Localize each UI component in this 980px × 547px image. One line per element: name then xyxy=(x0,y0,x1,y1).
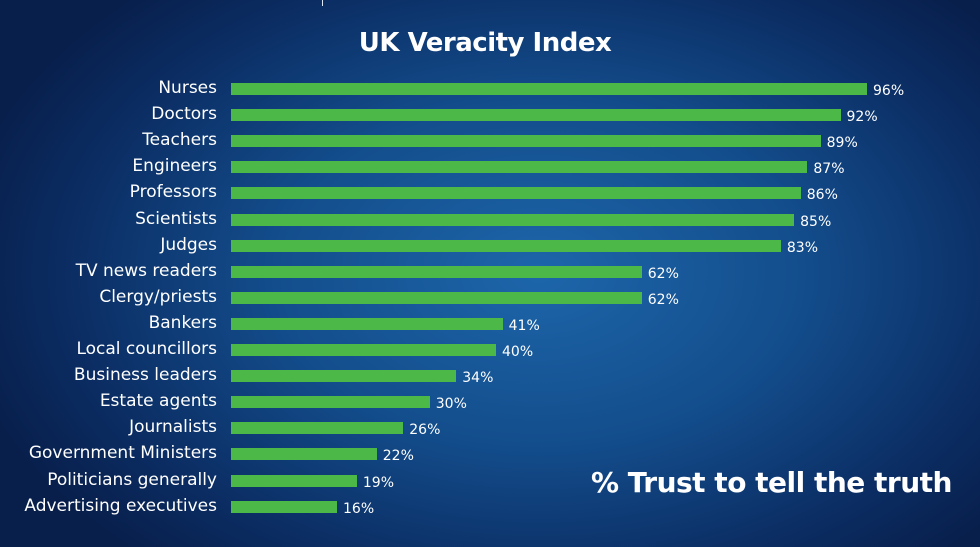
value-label: 83% xyxy=(786,239,818,256)
category-label: Journalists xyxy=(129,417,217,438)
bar xyxy=(231,83,867,95)
value-label: 86% xyxy=(806,187,838,204)
value-label: 62% xyxy=(647,265,679,282)
value-label: 96% xyxy=(873,83,905,99)
bar xyxy=(231,265,642,278)
bar xyxy=(231,344,496,356)
category-label: Politicians generally xyxy=(47,469,217,490)
bar xyxy=(231,239,781,252)
bar xyxy=(231,109,841,122)
value-label: 89% xyxy=(826,135,858,152)
value-label: 26% xyxy=(409,422,441,439)
bar xyxy=(231,422,404,435)
value-label: 62% xyxy=(647,291,679,308)
category-label: TV news readers xyxy=(75,260,217,281)
bar xyxy=(231,187,801,200)
category-label: Teachers xyxy=(142,130,217,151)
category-label: Professors xyxy=(129,182,217,203)
value-label: 41% xyxy=(508,317,540,334)
value-label: 87% xyxy=(813,161,845,178)
category-label: Scientists xyxy=(135,208,217,229)
bar xyxy=(231,448,377,461)
chart-title: UK Veracity Index xyxy=(358,28,612,58)
chart-annotation: % Trust to tell the truth xyxy=(590,466,953,499)
value-label: 22% xyxy=(382,448,414,465)
category-label: Business leaders xyxy=(73,365,217,386)
bar xyxy=(231,396,430,409)
value-label: 92% xyxy=(846,109,878,126)
value-label: 30% xyxy=(435,396,467,413)
bar xyxy=(231,370,457,383)
value-label: 19% xyxy=(362,474,394,491)
value-label: 40% xyxy=(502,344,534,360)
category-label: Clergy/priests xyxy=(99,286,217,307)
category-label: Estate agents xyxy=(99,391,217,412)
category-label: Government Ministers xyxy=(28,443,217,464)
category-label: Advertising executives xyxy=(24,495,217,516)
value-label: 85% xyxy=(800,213,832,230)
bar xyxy=(231,213,795,226)
category-label: Doctors xyxy=(151,104,217,125)
value-label: 34% xyxy=(462,370,494,387)
bar xyxy=(231,161,808,174)
category-label: Bankers xyxy=(148,312,217,333)
bar xyxy=(231,474,357,487)
bar xyxy=(231,317,503,330)
top-tick-mark xyxy=(322,0,323,6)
bar xyxy=(231,500,337,513)
bar xyxy=(231,291,642,304)
category-label: Engineers xyxy=(132,156,217,177)
category-label: Judges xyxy=(160,234,217,255)
category-label: Local councillors xyxy=(76,339,217,359)
bar xyxy=(231,135,821,148)
value-label: 16% xyxy=(343,500,375,517)
category-label: Nurses xyxy=(158,78,217,98)
